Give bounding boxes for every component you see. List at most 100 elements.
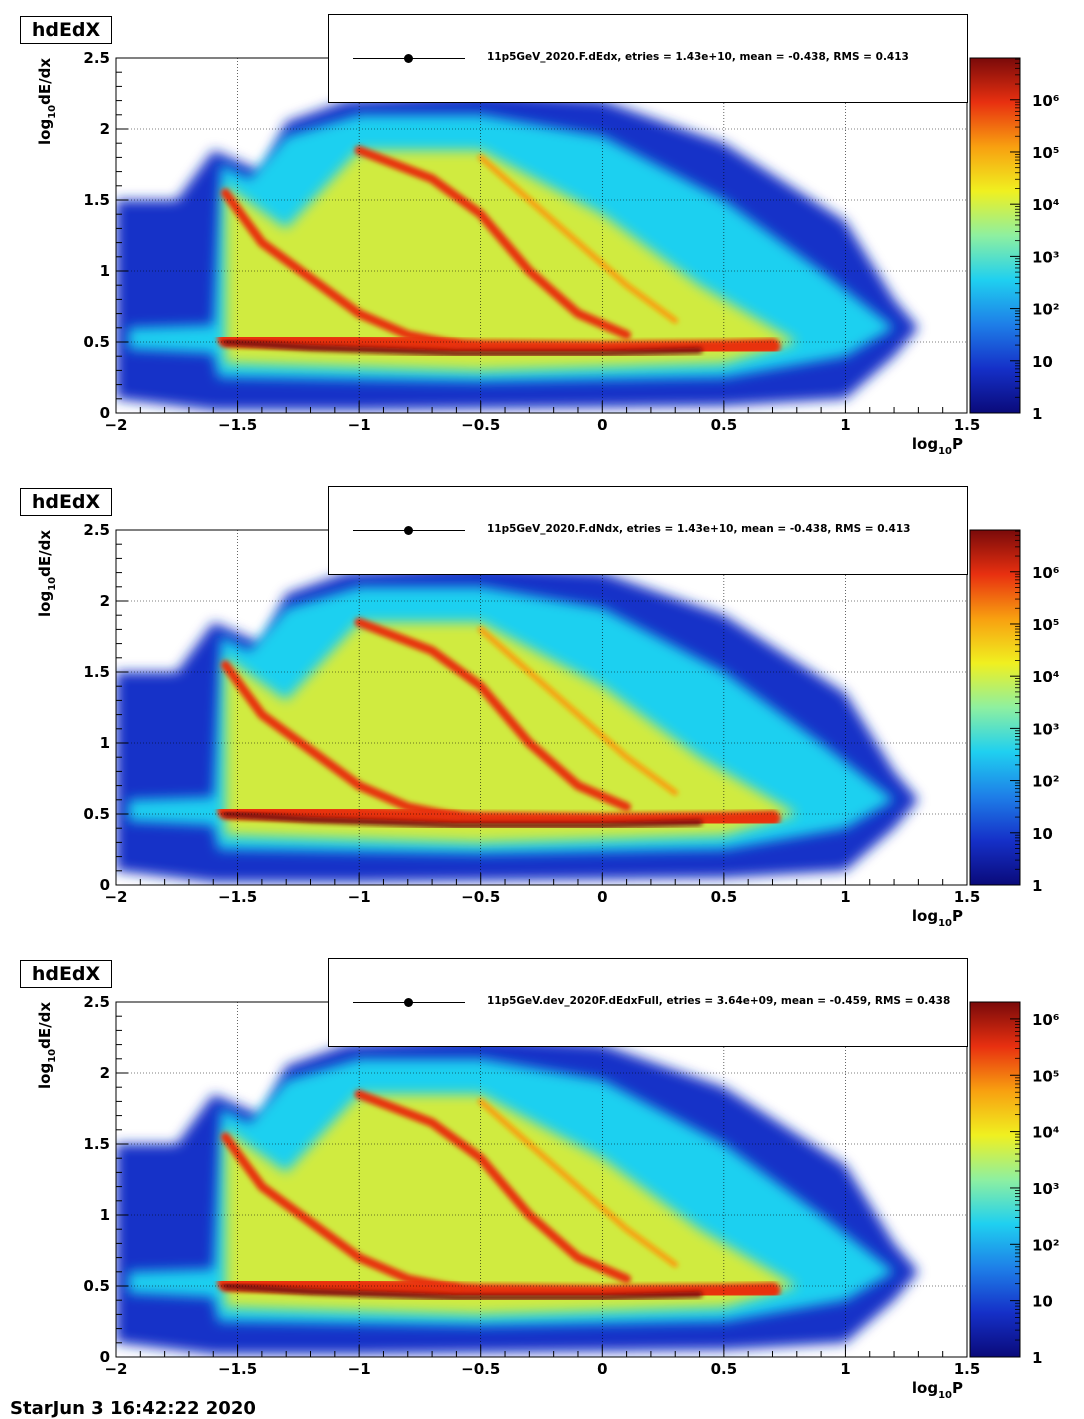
heatmap-density	[116, 93, 919, 411]
legend: 11p5GeV.dev_2020F.dEdxFull, etries = 3.6…	[328, 958, 968, 1047]
x-tick-label: −0.5	[461, 888, 500, 906]
grid	[116, 530, 967, 885]
color-scale-label: 1	[1032, 877, 1042, 895]
color-scale-label: 10²	[1032, 773, 1059, 791]
x-tick-label: −0.5	[461, 1360, 500, 1378]
band-deuteron	[477, 1098, 679, 1268]
footer-timestamp: StarJun 3 16:42:22 2020	[10, 1398, 256, 1419]
x-tick-label: −2	[104, 416, 127, 434]
color-scale-label: 1	[1032, 1349, 1042, 1367]
x-axis-label: log10P	[912, 435, 963, 457]
y-tick-label: 1.5	[83, 663, 110, 681]
band-kaon	[220, 188, 461, 350]
y-tick-label: 2	[100, 1064, 110, 1082]
x-tick-label: 0	[597, 416, 607, 434]
x-tick-label: 1	[840, 1360, 850, 1378]
heatmap-density	[116, 1037, 919, 1355]
y-tick-label: 2.5	[83, 521, 110, 539]
legend-entry: 11p5GeV_2020.F.dEdx, etries = 1.43e+10, …	[487, 51, 909, 63]
color-scale-label: 10⁴	[1032, 668, 1059, 686]
color-scale-label: 10⁵	[1032, 616, 1059, 634]
y-tick-label: 2.5	[83, 49, 110, 67]
x-tick-label: 0	[597, 1360, 607, 1378]
color-scale-label: 10³	[1032, 1180, 1059, 1198]
legend: 11p5GeV_2020.F.dEdx, etries = 1.43e+10, …	[328, 14, 968, 103]
chart-title: hdEdX	[20, 488, 112, 516]
color-scale-label: 10⁵	[1032, 1067, 1059, 1085]
y-tick-label: 1	[100, 1206, 110, 1224]
color-scale-label: 10	[1032, 353, 1053, 371]
color-scale-bar	[969, 529, 1021, 886]
y-tick-label: 0	[100, 404, 110, 422]
band-proton	[354, 617, 632, 812]
x-tick-label: 0	[597, 888, 607, 906]
chart-panel-1: −2 −1.5 −1 −0.5 0 0.5 1 1.5 0 0.5 1 1.5 2 2.5 log10P lo…	[0, 0, 1084, 472]
x-tick-label: −1	[348, 1360, 371, 1378]
y-tick-label: 1.5	[83, 1135, 110, 1153]
x-tick-label: 1.5	[954, 416, 981, 434]
y-tick-label: 1	[100, 734, 110, 752]
legend-entry: 11p5GeV.dev_2020F.dEdxFull, etries = 3.6…	[487, 995, 951, 1007]
x-axis-label: log10P	[912, 907, 963, 929]
color-scale-label: 10	[1032, 1293, 1053, 1311]
color-scale-bar	[969, 57, 1021, 414]
color-scale-label: 10	[1032, 825, 1053, 843]
x-tick-label: 0.5	[711, 888, 738, 906]
x-tick-label: −1.5	[218, 416, 257, 434]
plot-area: −2 −1.5 −1 −0.5 0 0.5 1 1.5 0 0.5 1 1.5 2 2.5 log10P lo…	[36, 993, 1059, 1401]
y-axis-label: log10dE/dx	[36, 58, 58, 145]
x-tick-label: 1.5	[954, 888, 981, 906]
color-scale-label: 10²	[1032, 301, 1059, 319]
chart-panel-3: −2 −1.5 −1 −0.5 0 0.5 1 1.5 0 0.5 1 1.5 2 2.5 log10P lo…	[0, 944, 1084, 1416]
y-tick-label: 0.5	[83, 805, 110, 823]
y-tick-label: 2	[100, 592, 110, 610]
band-deuteron	[477, 154, 679, 324]
color-scale-label: 10³	[1032, 248, 1059, 266]
y-tick-label: 0	[100, 1348, 110, 1366]
band-pion	[217, 331, 781, 358]
x-axis-label: log10P	[912, 1379, 963, 1401]
x-tick-label: 0.5	[711, 416, 738, 434]
grid	[116, 58, 967, 413]
band-kaon	[220, 660, 461, 822]
plot-area: −2 −1.5 −1 −0.5 0 0.5 1 1.5 0 0.5 1 1.5 2 2.5 log10P lo…	[36, 49, 1059, 457]
y-tick-label: 0.5	[83, 1277, 110, 1295]
color-scale-label: 1	[1032, 405, 1042, 423]
band-core	[222, 339, 703, 357]
color-scale-label: 10⁴	[1032, 1124, 1059, 1142]
y-tick-label: 1.5	[83, 191, 110, 209]
legend: 11p5GeV_2020.F.dNdx, etries = 1.43e+10, …	[328, 486, 968, 575]
color-scale-label: 10⁶	[1032, 564, 1059, 582]
y-axis-label: log10dE/dx	[36, 1002, 58, 1089]
plot-area: −2 −1.5 −1 −0.5 0 0.5 1 1.5 0 0.5 1 1.5 2 2.5 log10P lo…	[36, 521, 1059, 929]
chart-title: hdEdX	[20, 16, 112, 44]
x-tick-label: −1	[348, 416, 371, 434]
x-tick-label: −1	[348, 888, 371, 906]
legend-entry: 11p5GeV_2020.F.dNdx, etries = 1.43e+10, …	[487, 523, 911, 535]
x-tick-label: 1	[840, 888, 850, 906]
band-proton	[354, 145, 632, 340]
x-tick-label: 0.5	[711, 1360, 738, 1378]
y-tick-label: 0.5	[83, 333, 110, 351]
x-tick-label: 1	[840, 416, 850, 434]
legend-dot-marker	[404, 54, 413, 63]
band-core	[222, 811, 703, 829]
color-scale-label: 10⁴	[1032, 196, 1059, 214]
x-tick-label: −2	[104, 1360, 127, 1378]
y-tick-label: 0	[100, 876, 110, 894]
band-proton	[354, 1089, 632, 1284]
y-tick-label: 1	[100, 262, 110, 280]
x-tick-label: −1.5	[218, 888, 257, 906]
chart-panel-2: −2 −1.5 −1 −0.5 0 0.5 1 1.5 0 0.5 1 1.5 2 2.5 log10P lo…	[0, 472, 1084, 944]
chart-title: hdEdX	[20, 960, 112, 988]
band-kaon	[220, 1132, 461, 1294]
color-scale-label: 10³	[1032, 720, 1059, 738]
x-tick-label: −2	[104, 888, 127, 906]
legend-dot-marker	[404, 998, 413, 1007]
legend-dot-marker	[404, 526, 413, 535]
band-core	[222, 1283, 703, 1301]
color-scale-label: 10⁵	[1032, 144, 1059, 162]
heatmap-density	[116, 565, 919, 883]
y-tick-label: 2	[100, 120, 110, 138]
color-scale-bar	[969, 1001, 1021, 1358]
